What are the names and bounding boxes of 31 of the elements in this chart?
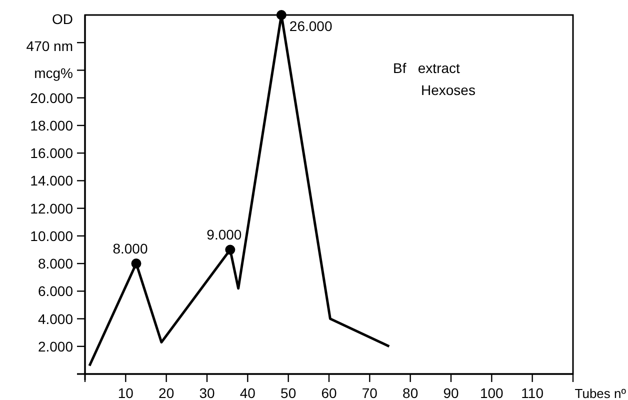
y-tick-label: 20.000 [30,90,74,106]
x-tick-label: 100 [480,385,504,400]
x-tick-label: 30 [199,385,215,400]
data-label: 9.000 [206,226,242,243]
x-tick-label: 70 [362,385,378,400]
x-tick-label: 50 [280,385,296,400]
y-tick-label: 10.000 [30,228,74,244]
x-tick-label: 110 [521,385,544,400]
y-tick-label: 14.000 [30,172,74,189]
y-tick-label: 16.000 [30,145,74,162]
data-label: 26.000 [289,18,332,34]
x-tick-label: 40 [240,385,256,400]
data-label: 8.000 [112,240,148,257]
point [276,10,286,20]
y-tick-label: 12.000 [30,200,74,216]
y-tick-label: 4.000 [38,310,74,327]
annotation: Bf extract [393,60,460,76]
x-tick-label: 80 [402,385,418,400]
x-tick-label: 60 [321,385,337,400]
point [131,258,142,269]
y-tick-label: 2.000 [38,338,74,354]
point [225,244,236,255]
y-axis-title: OD 470 nm mcg% [26,11,73,81]
y-tick-label: 6.000 [38,283,74,300]
y-tick-label: 8.000 [38,256,74,272]
x-axis-title: Tubes nº [574,386,626,400]
y-tick-label: 18.000 [30,117,74,134]
annotation: Hexoses [421,82,476,98]
x-tick-label: 90 [443,385,459,400]
x-tick-label: 20 [158,385,174,400]
x-tick-label: 10 [118,385,134,400]
